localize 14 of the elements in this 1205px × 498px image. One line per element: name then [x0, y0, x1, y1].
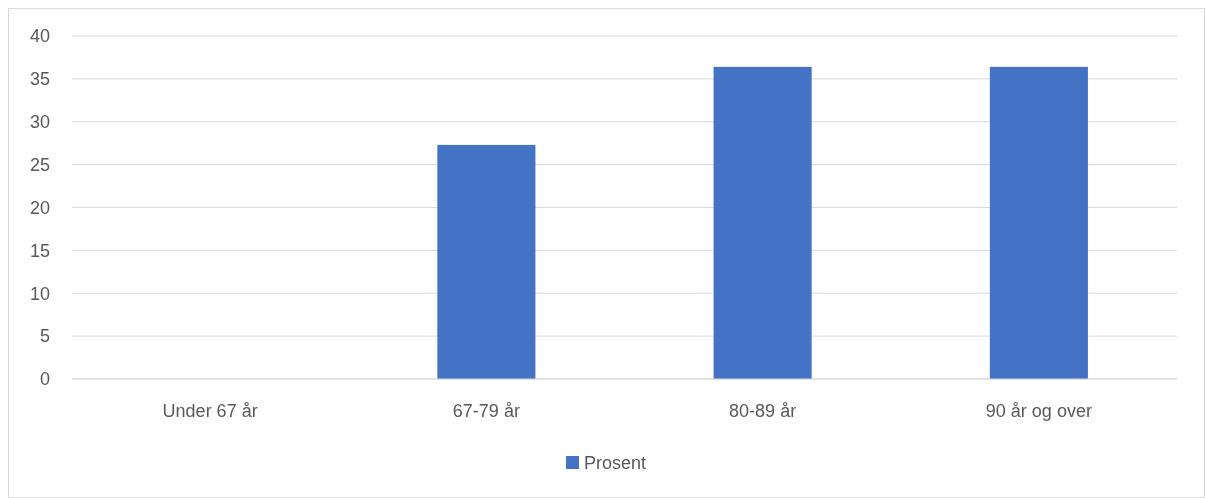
y-tick-label: 40	[29, 26, 50, 47]
x-tick-label: 67-79 år	[452, 401, 520, 421]
x-tick-label: 80-89 år	[729, 401, 797, 421]
y-tick-label: 20	[29, 197, 50, 218]
x-tick-label: Under 67 år	[162, 401, 258, 421]
y-tick-label: 25	[29, 154, 50, 175]
y-tick-label: 5	[39, 326, 50, 347]
x-tick-label: 90 år og over	[985, 401, 1092, 421]
y-tick-label: 10	[29, 283, 50, 304]
y-tick-label: 0	[39, 369, 50, 390]
y-tick-label: 30	[29, 112, 50, 133]
y-tick-label: 35	[29, 69, 50, 90]
legend-label: Prosent	[584, 453, 647, 474]
y-tick-label: 15	[29, 240, 50, 261]
